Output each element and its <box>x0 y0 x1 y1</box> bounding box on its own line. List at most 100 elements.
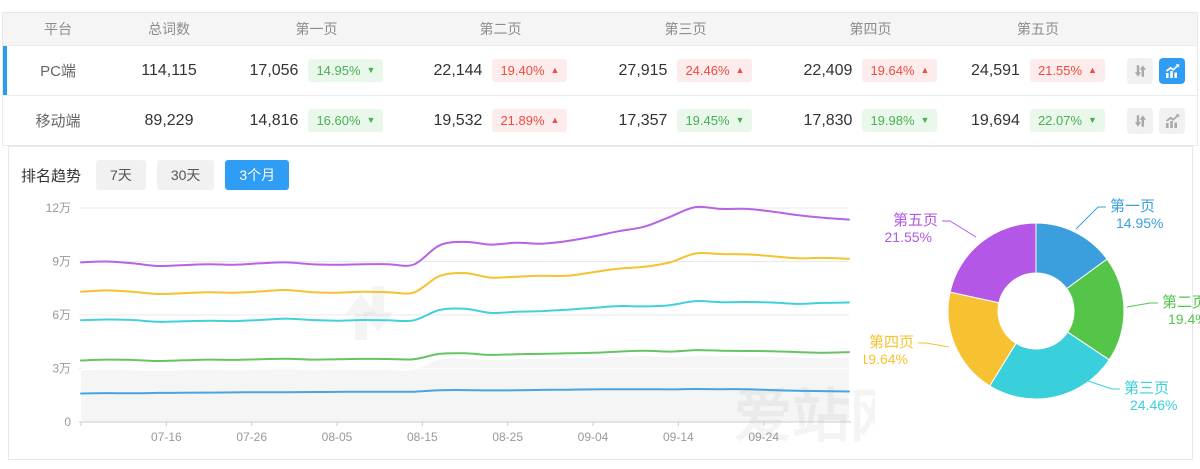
series-第一页~第四页 <box>80 251 850 296</box>
svg-text:08-15: 08-15 <box>407 430 438 444</box>
page2-cell: 22,144 19.40% ▲ <box>408 59 593 82</box>
page4-cell: 17,830 19.98% ▼ <box>778 109 963 132</box>
page4-count: 17,830 <box>803 111 853 129</box>
trend-chart-button[interactable] <box>1159 107 1185 134</box>
series-总词数 <box>80 205 850 268</box>
donut-label-name: 第二页 <box>1162 293 1200 311</box>
page2-change-badge: 19.40% ▲ <box>492 59 568 82</box>
svg-text:9万: 9万 <box>52 255 71 269</box>
change-arrow-icon: ▼ <box>920 115 930 125</box>
keyword-rank-table: 平台 总词数 第一页 第二页 第三页 第四页 第五页 PC端 114,115 1… <box>2 12 1198 146</box>
page1-cell: 17,056 14.95% ▼ <box>225 59 408 82</box>
page3-count: 27,915 <box>618 61 668 79</box>
page5-count: 24,591 <box>971 61 1020 79</box>
page2-count: 22,144 <box>433 61 483 79</box>
svg-text:07-26: 07-26 <box>236 430 267 444</box>
donut-label-value: 19.4% <box>1168 311 1200 327</box>
svg-text:3万: 3万 <box>52 362 71 376</box>
page4-change-badge: 19.64% ▲ <box>862 59 938 82</box>
trend-chart-icon <box>1166 63 1180 78</box>
svg-text:09-14: 09-14 <box>663 430 694 444</box>
change-arrow-icon: ▲ <box>550 65 560 75</box>
page2-cell: 19,532 21.89% ▲ <box>408 109 593 132</box>
change-arrow-icon: ▲ <box>1088 65 1097 75</box>
svg-text:0: 0 <box>64 415 71 429</box>
page1-change-badge: 14.95% ▼ <box>308 59 384 82</box>
table-row-pc[interactable]: PC端 114,115 17,056 14.95% ▼ 22,144 19.40%… <box>3 45 1197 95</box>
col-header-page1: 第一页 <box>295 21 338 37</box>
row-actions <box>1113 107 1197 134</box>
platform-label: PC端 <box>40 63 76 80</box>
platform-label: 移动端 <box>35 113 81 130</box>
page4-count: 22,409 <box>803 61 853 79</box>
total-words-value: 89,229 <box>144 111 194 129</box>
donut-label-name: 第一页 <box>1110 197 1155 215</box>
sort-arrows-icon <box>1134 114 1146 127</box>
page2-count: 19,532 <box>433 111 483 129</box>
page4-change-badge: 19.98% ▼ <box>862 109 938 132</box>
tab-30days[interactable]: 30天 <box>156 160 215 190</box>
col-header-page3: 第三页 <box>664 21 707 37</box>
trend-chart-icon <box>1166 113 1180 128</box>
trend-chart-button[interactable] <box>1159 57 1185 84</box>
total-words-value: 114,115 <box>141 61 197 79</box>
page5-count: 19,694 <box>971 111 1020 129</box>
change-arrow-icon: ▲ <box>735 65 745 75</box>
col-header-platform: 平台 <box>44 21 72 37</box>
donut-label-name: 第三页 <box>1124 379 1169 397</box>
svg-text:08-25: 08-25 <box>492 430 523 444</box>
rank-trend-panel: 排名趋势 7天 30天 3个月 爱站网 07-16 07-26 08-05 08-15 0… <box>8 146 1200 460</box>
page5-change-badge: 22.07% ▼ <box>1029 109 1105 132</box>
table-row-mobile[interactable]: 移动端 89,229 14,816 16.60% ▼ 19,532 21.89% ▲… <box>3 95 1197 145</box>
page3-change-badge: 24.46% ▲ <box>677 59 753 82</box>
col-header-page5: 第五页 <box>1017 21 1059 37</box>
donut-label-value: 14.95% <box>1116 215 1163 231</box>
page5-cell: 24,591 21.55% ▲ <box>963 59 1113 82</box>
page2-change-badge: 21.89% ▲ <box>492 109 568 132</box>
svg-text:09-24: 09-24 <box>748 430 779 444</box>
donut-label-value: 24.46% <box>1130 397 1177 413</box>
series-第一页 <box>80 388 850 395</box>
tab-3months[interactable]: 3个月 <box>225 160 290 190</box>
section-title: 排名趋势 <box>21 167 82 185</box>
page3-cell: 27,915 24.46% ▲ <box>593 59 778 82</box>
series-第一页~第三页 <box>80 299 850 323</box>
table-header-row: 平台 总词数 第一页 第二页 第三页 第四页 第五页 <box>3 13 1197 45</box>
page4-cell: 22,409 19.64% ▲ <box>778 59 963 82</box>
page5-change-badge: 21.55% ▲ <box>1029 59 1105 82</box>
svg-text:08-05: 08-05 <box>322 430 353 444</box>
svg-text:爱站网: 爱站网 <box>734 384 875 449</box>
sort-toggle-button[interactable] <box>1127 107 1153 134</box>
donut-slice-第三页 <box>989 331 1110 400</box>
col-header-page2: 第二页 <box>479 21 522 37</box>
change-arrow-icon: ▼ <box>366 115 376 125</box>
series-第一页+第二页 <box>80 349 850 363</box>
svg-text:6万: 6万 <box>52 308 71 322</box>
donut-label-value: 21.55% <box>885 229 932 245</box>
change-arrow-icon: ▲ <box>920 65 930 75</box>
page5-cell: 19,694 22.07% ▼ <box>963 109 1113 132</box>
sort-toggle-button[interactable] <box>1127 57 1153 84</box>
donut-label-name: 第五页 <box>893 211 938 229</box>
change-arrow-icon: ▲ <box>550 115 560 125</box>
donut-slice-第五页 <box>949 222 1037 304</box>
page3-change-badge: 19.45% ▼ <box>677 109 753 132</box>
aizhan-watermark: 爱站网 <box>346 286 875 449</box>
svg-text:09-04: 09-04 <box>578 430 609 444</box>
page1-count: 17,056 <box>249 61 299 79</box>
svg-text:12万: 12万 <box>46 201 71 215</box>
row-actions <box>1113 57 1197 84</box>
tab-7days[interactable]: 7天 <box>96 160 146 190</box>
svg-text:07-16: 07-16 <box>151 430 182 444</box>
trend-header: 排名趋势 7天 30天 3个月 <box>21 160 290 190</box>
change-arrow-icon: ▼ <box>366 65 376 75</box>
page3-count: 17,357 <box>618 111 668 129</box>
page1-change-badge: 16.60% ▼ <box>308 109 384 132</box>
donut-label-value: 19.64% <box>864 351 908 367</box>
col-header-total: 总词数 <box>148 21 190 37</box>
page1-count: 14,816 <box>249 111 299 129</box>
trend-line-chart: 爱站网07-1607-2608-0508-1508-2509-0409-1409… <box>46 201 875 449</box>
page3-cell: 17,357 19.45% ▼ <box>593 109 778 132</box>
